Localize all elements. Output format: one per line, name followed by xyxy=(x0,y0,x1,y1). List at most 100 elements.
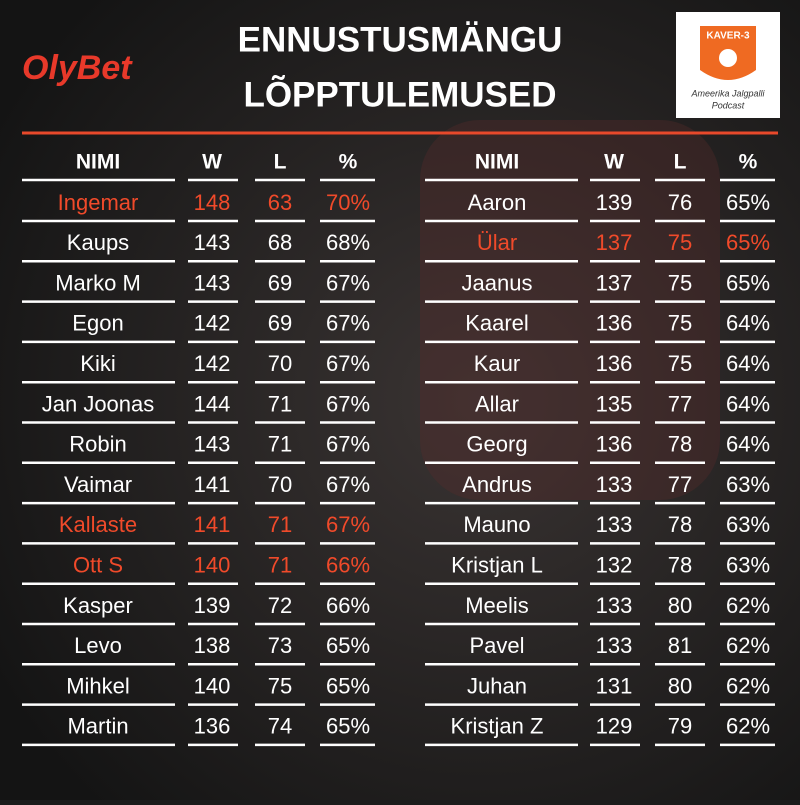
table-cell: Jan Joonas xyxy=(42,391,155,416)
column-header: NIMI xyxy=(76,151,120,174)
table-cell: 66% xyxy=(326,553,370,578)
logo-subtitle: Ameerika Jalgpalli xyxy=(690,88,765,98)
table-cell: 131 xyxy=(596,673,633,698)
table-cell: 67% xyxy=(326,391,370,416)
table-cell: 139 xyxy=(596,190,633,215)
table-cell: 65% xyxy=(326,633,370,658)
table-cell: 62% xyxy=(726,633,770,658)
table-cell: 69 xyxy=(268,311,292,336)
title-line: LÕPPTULEMUSED xyxy=(243,74,556,114)
table-cell: 65% xyxy=(726,190,770,215)
table-cell: 71 xyxy=(268,512,292,537)
table-cell: 135 xyxy=(596,391,633,416)
table-cell: 63% xyxy=(726,512,770,537)
table-cell: 133 xyxy=(596,472,633,497)
table-cell: 133 xyxy=(596,593,633,618)
table-cell: 64% xyxy=(726,351,770,376)
table-cell: 136 xyxy=(596,351,633,376)
table-cell: 136 xyxy=(596,432,633,457)
table-cell: 71 xyxy=(268,432,292,457)
table-cell: 65% xyxy=(326,673,370,698)
table-cell: Jaanus xyxy=(462,270,533,295)
table-cell: 136 xyxy=(194,714,231,739)
table-cell: Martin xyxy=(67,714,128,739)
table-cell: 133 xyxy=(596,633,633,658)
logo-icon xyxy=(719,49,737,67)
table-cell: 67% xyxy=(326,311,370,336)
table-cell: Kaarel xyxy=(465,311,529,336)
table-cell: Kaups xyxy=(67,230,129,255)
table-cell: 67% xyxy=(326,270,370,295)
table-cell: 133 xyxy=(596,512,633,537)
table-cell: 142 xyxy=(194,311,231,336)
table-cell: 140 xyxy=(194,673,231,698)
table-cell: 67% xyxy=(326,432,370,457)
table-cell: 65% xyxy=(326,714,370,739)
table-cell: 70 xyxy=(268,351,292,376)
table-cell: 80 xyxy=(668,593,692,618)
table-cell: Andrus xyxy=(462,472,532,497)
table-cell: Meelis xyxy=(465,593,529,618)
table-cell: 70% xyxy=(326,190,370,215)
table-cell: Mauno xyxy=(463,512,530,537)
table-cell: 67% xyxy=(326,512,370,537)
table-cell: 137 xyxy=(596,270,633,295)
table-cell: 75 xyxy=(668,351,692,376)
table-cell: 81 xyxy=(668,633,692,658)
table-cell: 143 xyxy=(194,270,231,295)
table-cell: 129 xyxy=(596,714,633,739)
table-cell: 143 xyxy=(194,432,231,457)
table-cell: 74 xyxy=(268,714,292,739)
column-header: % xyxy=(739,151,758,174)
table-cell: 62% xyxy=(726,714,770,739)
table-cell: 79 xyxy=(668,714,692,739)
table-cell: Kristjan L xyxy=(451,553,543,578)
table-cell: Aaron xyxy=(468,190,527,215)
table-cell: 144 xyxy=(194,391,231,416)
table-cell: 68% xyxy=(326,230,370,255)
title-line: ENNUSTUSMÄNGU xyxy=(238,20,563,59)
table-cell: 62% xyxy=(726,593,770,618)
table-cell: 63 xyxy=(268,190,292,215)
table-cell: 137 xyxy=(596,230,633,255)
table-cell: 65% xyxy=(726,230,770,255)
table-cell: 72 xyxy=(268,593,292,618)
table-cell: 143 xyxy=(194,230,231,255)
table-cell: 140 xyxy=(194,553,231,578)
column-header: % xyxy=(339,151,358,174)
column-header: W xyxy=(202,151,222,174)
table-cell: Ott S xyxy=(73,553,123,578)
brand: OlyBet xyxy=(22,49,133,87)
table-cell: 141 xyxy=(194,472,231,497)
table-cell: 71 xyxy=(268,391,292,416)
table-cell: Kasper xyxy=(63,593,133,618)
table-cell: 132 xyxy=(596,553,633,578)
table-cell: 75 xyxy=(268,673,292,698)
table-cell: 75 xyxy=(668,230,692,255)
table-cell: 71 xyxy=(268,553,292,578)
table-cell: Kaur xyxy=(474,351,520,376)
table-cell: 75 xyxy=(668,270,692,295)
table-cell: Georg xyxy=(466,432,527,457)
table-cell: Allar xyxy=(475,391,519,416)
table-cell: 77 xyxy=(668,391,692,416)
table-cell: 65% xyxy=(726,270,770,295)
table-cell: Robin xyxy=(69,432,126,457)
table-cell: Ülar xyxy=(477,230,517,255)
table-cell: 78 xyxy=(668,432,692,457)
table-cell: 62% xyxy=(726,673,770,698)
table-cell: Levo xyxy=(74,633,122,658)
logo-name: KAVER-3 xyxy=(706,31,750,42)
table-cell: 75 xyxy=(668,311,692,336)
table-cell: 68 xyxy=(268,230,292,255)
table-cell: 77 xyxy=(668,472,692,497)
table-cell: 64% xyxy=(726,391,770,416)
table-cell: 136 xyxy=(596,311,633,336)
table-cell: 80 xyxy=(668,673,692,698)
table-cell: Kallaste xyxy=(59,512,137,537)
table-cell: 67% xyxy=(326,472,370,497)
table-cell: 76 xyxy=(668,190,692,215)
table-cell: 63% xyxy=(726,472,770,497)
table-cell: 66% xyxy=(326,593,370,618)
